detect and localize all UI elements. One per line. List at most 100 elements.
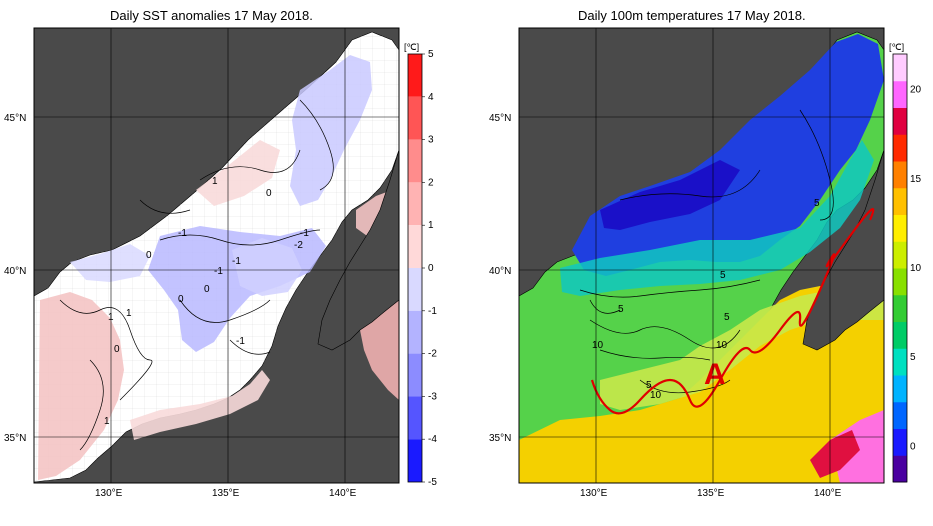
right-map-frame [518,27,885,484]
left-warm-anomaly-northwest [196,140,280,206]
left-colorbar-unit: [℃] [404,42,419,52]
left-lat-label-40: 40°N [4,266,26,277]
right-colorbar-segment [893,161,907,189]
right-contour-label: 5 [618,304,624,315]
left-lat-label-45: 45°N [4,113,26,124]
right-colorbar-segment [893,107,907,135]
left-colorbar-tick: -1 [428,306,437,317]
left-colorbar-segment [408,310,422,354]
right-colorbar-segment [893,321,907,349]
right-contour-label: 10 [716,340,728,351]
right-colorbar-segment [893,241,907,269]
left-contour-label: 0 [204,284,210,295]
left-colorbar-segment [408,182,422,226]
left-map-title: Daily SST anomalies 17 May 2018. [110,8,313,23]
left-colorbar-tick: 1 [428,220,434,231]
left-colorbar: [℃] 5 4 3 2 1 0 -1 -2 -3 -4 -5 [404,42,437,488]
right-colorbar-tick: 10 [910,263,922,274]
left-lon-label-130: 130°E [95,488,123,499]
right-colorbar-segment [893,134,907,162]
right-colorbar-tick: 15 [910,174,922,185]
right-lon-label-135: 135°E [697,488,725,499]
left-colorbar-segment [408,268,422,311]
left-graticule [34,28,399,483]
left-contour-label: 0 [178,294,184,305]
left-colorbar-segment [408,439,422,482]
right-contour-label: 5 [646,380,652,391]
right-colorbar-tick: 0 [910,441,916,452]
right-colorbar-segment [893,455,907,483]
right-colorbar-segment [893,348,907,376]
right-colorbar-segment [893,54,907,82]
right-red-area [810,430,860,478]
right-lat-label-35: 35°N [489,433,511,444]
right-colorbar-tick: 20 [910,85,922,96]
left-contour-label: -2 [294,240,303,251]
left-colorbar-segment [408,225,422,268]
right-map: 5 5 5 5 10 10 10 5 A [519,28,884,483]
left-contour-label: 0 [266,188,272,199]
right-contour-label: 10 [592,340,604,351]
left-warm-anomaly-korea [38,292,124,480]
left-map-frame [33,27,400,484]
left-contours [59,99,334,451]
left-colorbar-segment [408,54,422,97]
right-graticule [519,28,884,483]
left-contour-label: -1 [236,336,245,347]
right-lat-label-45: 45°N [489,113,511,124]
right-colorbar-segment [893,268,907,296]
right-colorbar: [℃] 20 15 10 5 0 [889,42,922,483]
right-colorbar-segment [893,428,907,456]
left-colorbar-tick: -4 [428,434,437,445]
right-contour-label: 5 [814,198,820,209]
left-colorbar-segment [408,96,422,140]
right-map-title: Daily 100m temperatures 17 May 2018. [578,8,806,23]
left-contour-label: -1 [214,266,223,277]
left-contour-label: 1 [126,308,132,319]
right-colorbar-segment [893,214,907,242]
left-lon-label-135: 135°E [212,488,240,499]
right-deep-cold-core [600,160,740,230]
left-contour-label: 1 [104,416,110,427]
left-warm-anomaly-pacific [360,300,399,400]
left-contour-label: 0 [146,250,152,261]
left-colorbar-segment [408,396,422,440]
right-lat-label-40: 40°N [489,266,511,277]
left-land-japan-east [317,149,399,351]
left-axis-labels: 45°N 40°N 35°N 130°E 135°E 140°E [4,113,357,499]
right-colorbar-tick: 5 [910,352,916,363]
right-colorbar-segment [893,294,907,322]
left-map: 1 0 -1 0 -1 -2 -1 0 -1 1 1 0 -1 0 1 [34,28,399,483]
right-contour-label: 5 [724,312,730,323]
right-colorbar-segment [893,375,907,403]
left-contour-label: -1 [300,228,309,239]
right-colorbar-segment [893,80,907,108]
right-contour-labels: 5 5 5 5 10 10 10 5 [592,198,820,401]
left-warm-anomaly-south [130,370,270,440]
left-contour-label: -1 [178,228,187,239]
left-contour-label: 1 [212,176,218,187]
right-colorbar-unit: [℃] [889,42,904,52]
left-colorbar-segment [408,353,422,397]
left-cold-anomaly-north [290,55,372,206]
right-axis-labels: 45°N 40°N 35°N 130°E 135°E 140°E [489,113,842,499]
left-lon-label-140: 140°E [329,488,357,499]
right-colorbar-segment [893,401,907,429]
left-cold-anomaly-west [70,244,150,282]
right-lon-label-130: 130°E [580,488,608,499]
left-colorbar-segment [408,139,422,183]
left-cold-anomaly-east [232,238,302,296]
right-cyan-band [560,140,874,296]
left-colorbar-tick: 3 [428,135,434,146]
right-contour-label: 10 [650,390,662,401]
right-colorbar-segment [893,187,907,215]
left-colorbar-tick: -3 [428,391,437,402]
left-colorbar-tick: 4 [428,92,434,103]
left-contour-label: 0 [114,344,120,355]
left-colorbar-tick: -2 [428,349,437,360]
right-contours [579,109,834,394]
right-contour-label: 5 [720,270,726,281]
left-colorbar-tick: -5 [428,477,437,488]
right-lon-label-140: 140°E [814,488,842,499]
